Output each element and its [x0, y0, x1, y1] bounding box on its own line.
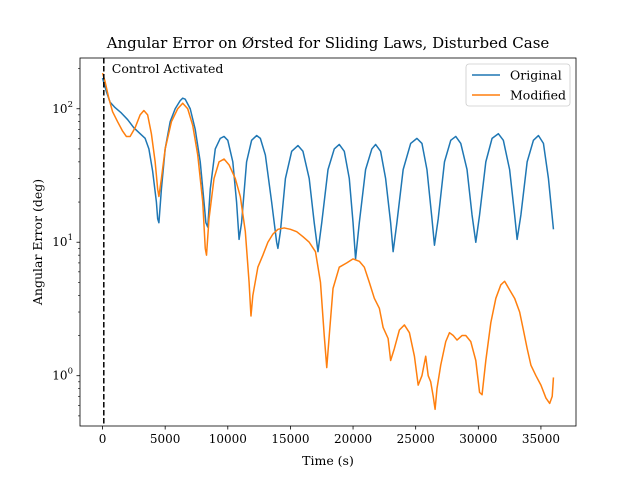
- x-tick-label: 15000: [271, 432, 309, 446]
- control-activated-label: Control Activated: [112, 61, 224, 76]
- y-tick-label: 102: [52, 100, 73, 116]
- chart-title: Angular Error on Ørsted for Sliding Laws…: [106, 34, 550, 52]
- x-tick-label: 25000: [397, 432, 435, 446]
- legend-label-original: Original: [510, 68, 562, 83]
- y-tick-label: 101: [52, 233, 73, 249]
- x-axis-title: Time (s): [302, 453, 354, 468]
- x-tick-label: 30000: [459, 432, 497, 446]
- y-tick-label: 100: [52, 367, 73, 383]
- legend: Original Modified: [465, 63, 571, 107]
- x-tick-label: 10000: [209, 432, 247, 446]
- x-tick-label: 20000: [334, 432, 372, 446]
- axes: 0 5000 10000 15000 20000 25000 30000 35000 100 10…: [52, 57, 577, 446]
- legend-label-modified: Modified: [510, 88, 566, 103]
- series-line-original: [101, 77, 555, 260]
- x-tick-label: 0: [99, 432, 107, 446]
- x-tick-label: 35000: [522, 432, 560, 446]
- series-line-modified: [101, 72, 555, 411]
- x-tick-label: 5000: [150, 432, 181, 446]
- y-axis-title: Angular Error (deg): [30, 179, 45, 306]
- plot-area: Control Activated: [101, 58, 555, 426]
